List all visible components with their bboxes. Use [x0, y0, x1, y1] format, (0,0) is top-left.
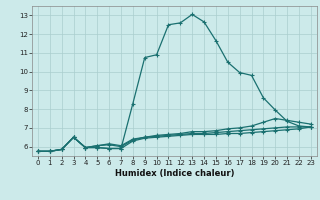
X-axis label: Humidex (Indice chaleur): Humidex (Indice chaleur) [115, 169, 234, 178]
